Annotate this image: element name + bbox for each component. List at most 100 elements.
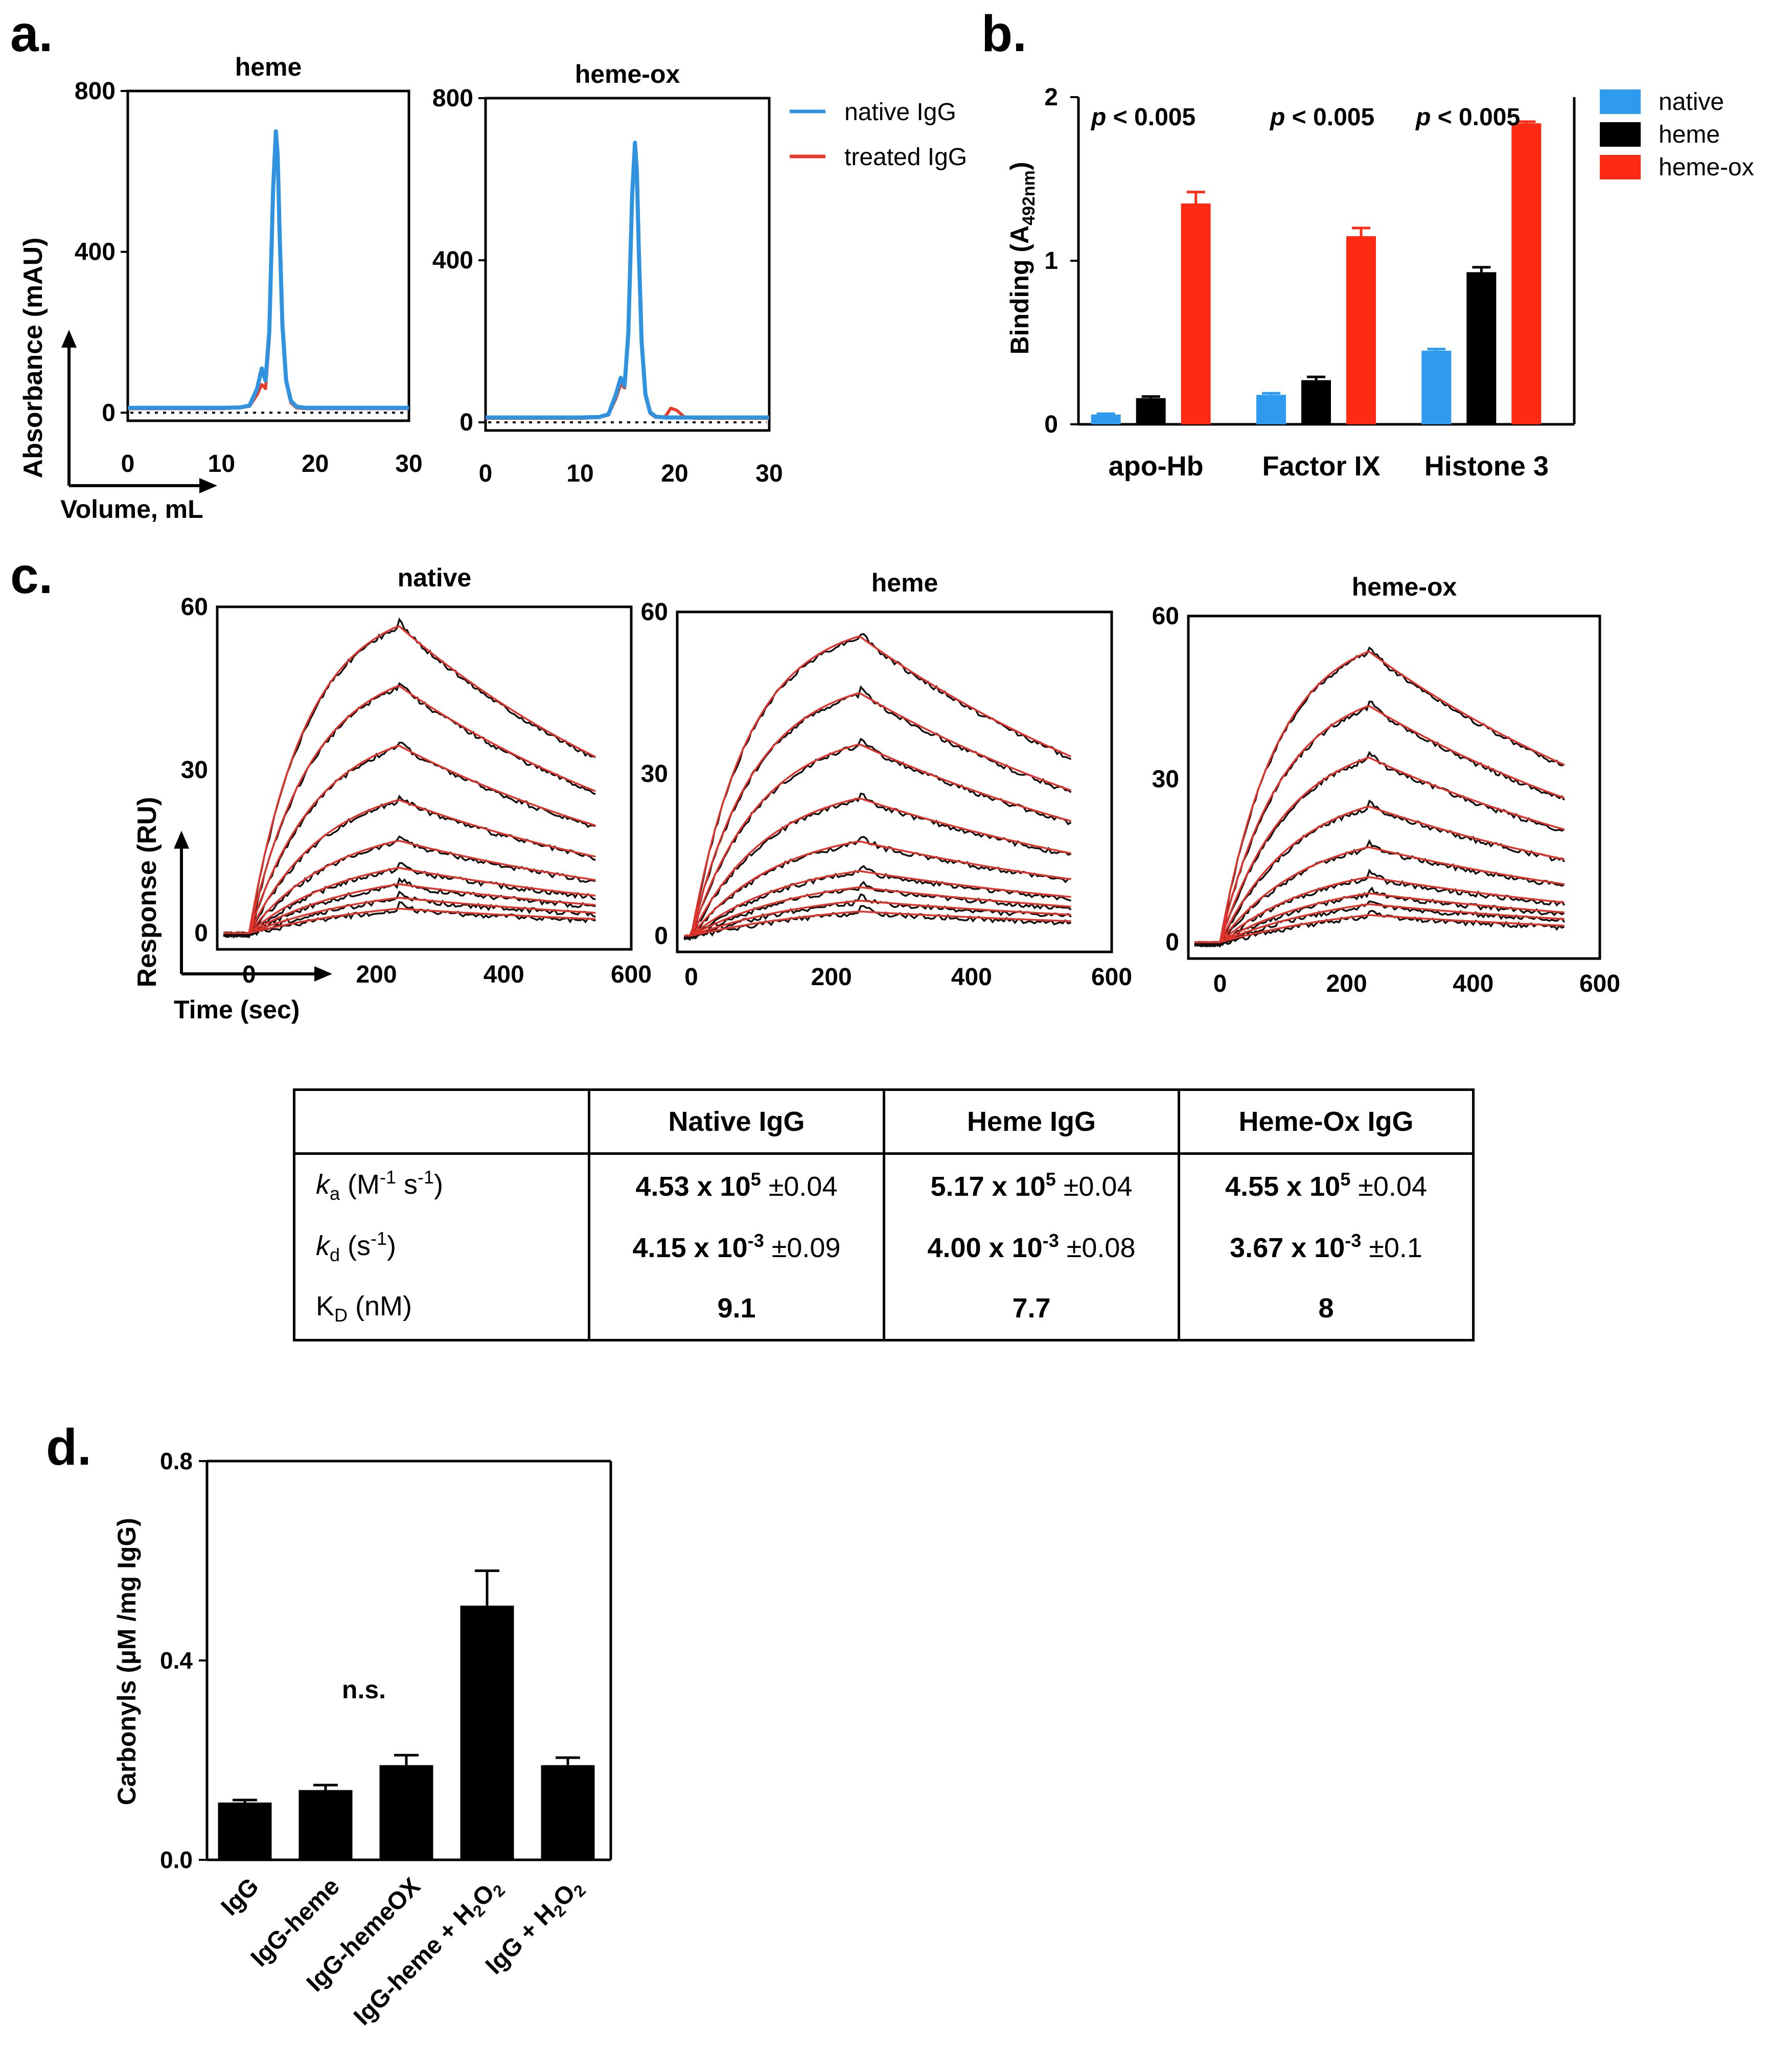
x-tick-label: 200 [356,961,397,988]
fit-curve [1194,757,1565,943]
row-label-ka: ka (M-1 s-1) [293,1152,590,1216]
y-tick-label: 0 [459,409,473,436]
table-cell: 3.67 x 10-3 ±0.1 [1178,1216,1475,1278]
p-rest: < 0.005 [1106,104,1196,131]
p-value-annotation: p < 0.005 [1415,104,1520,131]
table-cell: 4.00 x 10-3 ±0.08 [883,1216,1180,1278]
panel-label-c: c. [10,547,53,604]
chart-spr-native: native030600200400600Response (RU)Time (… [132,563,652,1024]
plot-frame [676,610,1113,953]
sensorgram-trace [1194,909,1565,946]
y-tick-label: 60 [181,594,208,621]
fit-curve [684,910,1071,937]
bar-heme-ox [1511,123,1542,424]
y-tick-label: 30 [641,761,668,788]
x-tick-label: 200 [811,964,852,991]
x-tick-label: 0 [1213,970,1227,997]
sensorgram-trace [223,794,596,938]
sensorgram-trace [1194,646,1565,947]
legend-label: heme-ox [1659,154,1754,181]
y-tick-label: 800 [432,85,473,112]
p-letter: p [1269,104,1285,131]
sensorgram-trace [684,633,1072,941]
x-tick-label: 20 [302,450,329,477]
x-tick-label: IgG [216,1873,264,1921]
chart-sec-heme-ox: heme-ox 0 400 800 0 10 20 30 native IgG treated I… [432,60,967,487]
fit-curve [1194,876,1565,943]
series-native-igg [486,141,769,420]
panel-label-d: d. [46,1419,91,1476]
table-row: KD (nM) 9.1 7.7 8 [293,1278,1475,1341]
fit-curve [684,635,1072,937]
fit-curve [223,907,596,934]
sensorgram-trace [223,877,596,938]
y-axis-label: Absorbance (mAU) [18,238,48,479]
fit-curve [223,883,596,934]
bar [218,1802,272,1860]
table-row: ka (M-1 s-1) 4.53 x 105 ±0.04 5.17 x 105… [293,1152,1475,1216]
x-tick-label: 600 [1579,970,1620,997]
fit-curve [223,897,596,934]
p-value-annotation: p < 0.005 [1090,104,1196,131]
y-tick-label: 0 [194,920,208,947]
chart-title: heme-ox [1352,573,1457,601]
y-tick-label: 0.0 [160,1847,193,1873]
fit-curve [1194,846,1565,943]
fit-curve [684,870,1071,937]
x-tick-label: Histone 3 [1424,451,1549,482]
x-axis-arrow-head [199,478,217,493]
y-axis-label: Response (RU) [132,797,162,988]
fit-curve [684,798,1071,937]
table-cell: 4.53 x 105 ±0.04 [588,1152,885,1216]
label-text: IgG + H [480,1899,561,1979]
y-tick-label: 0.4 [160,1647,193,1674]
p-rest: < 0.005 [1285,104,1374,131]
x-tick-label: 400 [1453,970,1493,997]
x-tick-label: 400 [484,961,524,988]
bar-heme-ox [1346,236,1376,424]
table-cell: 4.15 x 10-3 ±0.09 [588,1216,885,1278]
table-header-cell: Heme-Ox IgG [1178,1088,1475,1155]
p-rest: < 0.005 [1431,104,1520,131]
y-label-end: ) [1005,162,1034,170]
y-tick-label: 0 [1044,411,1058,438]
legend-label: native [1659,88,1724,116]
bar-native [1091,414,1121,424]
x-tick-label: 600 [1091,964,1132,991]
table-header-cell: Native IgG [588,1088,885,1155]
row-label-kd: kd (s-1) [293,1216,590,1278]
sensorgram-trace [683,880,1072,941]
y-tick-label: 30 [181,757,208,784]
y-axis-label: Carbonyls (µM /mg IgG) [112,1518,141,1805]
fit-curve [684,886,1071,937]
sensorgram-trace [683,893,1072,940]
y-axis-label: Binding (A492nm) [1005,162,1039,354]
x-tick-label: 10 [566,460,593,487]
fit-curve [223,839,596,934]
x-tick-label: IgG-heme + H2O2 [349,1873,509,2033]
row-label-KD: KD (nM) [293,1278,590,1341]
plot-frame [216,605,633,951]
sensorgram-trace [1194,868,1566,947]
x-axis-label: Volume, mL [60,495,203,523]
plot-frame [1187,614,1601,960]
y-label-main: Binding (A [1005,225,1034,355]
sensorgram-trace [1194,900,1566,948]
x-tick-label: 30 [395,450,422,477]
plot-frame [484,97,771,432]
bar-heme-ox [1181,203,1211,424]
bar-native [1421,351,1452,424]
fit-curve [1194,805,1565,943]
p-letter: p [1090,104,1106,131]
y-tick-label: 0 [102,399,116,426]
y-tick-label: 1 [1044,247,1058,275]
bar-heme [1136,398,1166,424]
fit-curve [1194,892,1565,943]
chart-title: heme-ox [575,60,680,88]
table-header-cell [293,1088,590,1155]
y-tick-label: 800 [75,78,116,105]
fit-curve [223,685,596,934]
